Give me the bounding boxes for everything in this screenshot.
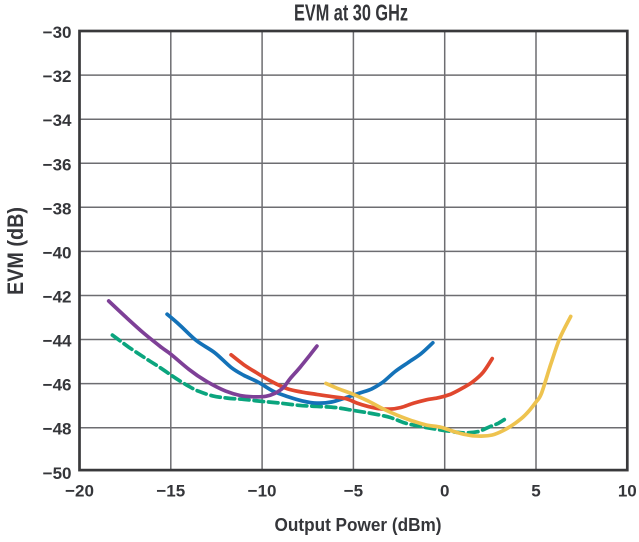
svg-text:EVM at 30 GHz: EVM at 30 GHz (294, 0, 408, 26)
svg-text:−32: −32 (43, 67, 72, 86)
svg-text:Output Power (dBm): Output Power (dBm) (275, 515, 442, 535)
svg-text:−30: −30 (43, 23, 72, 42)
svg-text:5: 5 (531, 481, 540, 500)
svg-text:−15: −15 (156, 481, 185, 500)
svg-text:−46: −46 (43, 376, 72, 395)
svg-text:−44: −44 (43, 332, 72, 351)
svg-text:−10: −10 (248, 481, 277, 500)
svg-text:−50: −50 (43, 464, 72, 483)
svg-text:−34: −34 (43, 111, 72, 130)
svg-text:−36: −36 (43, 155, 72, 174)
svg-text:EVM (dB): EVM (dB) (3, 207, 28, 295)
svg-text:10: 10 (618, 481, 637, 500)
svg-text:0: 0 (440, 481, 449, 500)
svg-text:−48: −48 (43, 420, 72, 439)
svg-text:−40: −40 (43, 243, 72, 262)
svg-text:−20: −20 (65, 481, 94, 500)
svg-text:−38: −38 (43, 199, 72, 218)
svg-text:−42: −42 (43, 288, 72, 307)
svg-text:−5: −5 (344, 481, 363, 500)
